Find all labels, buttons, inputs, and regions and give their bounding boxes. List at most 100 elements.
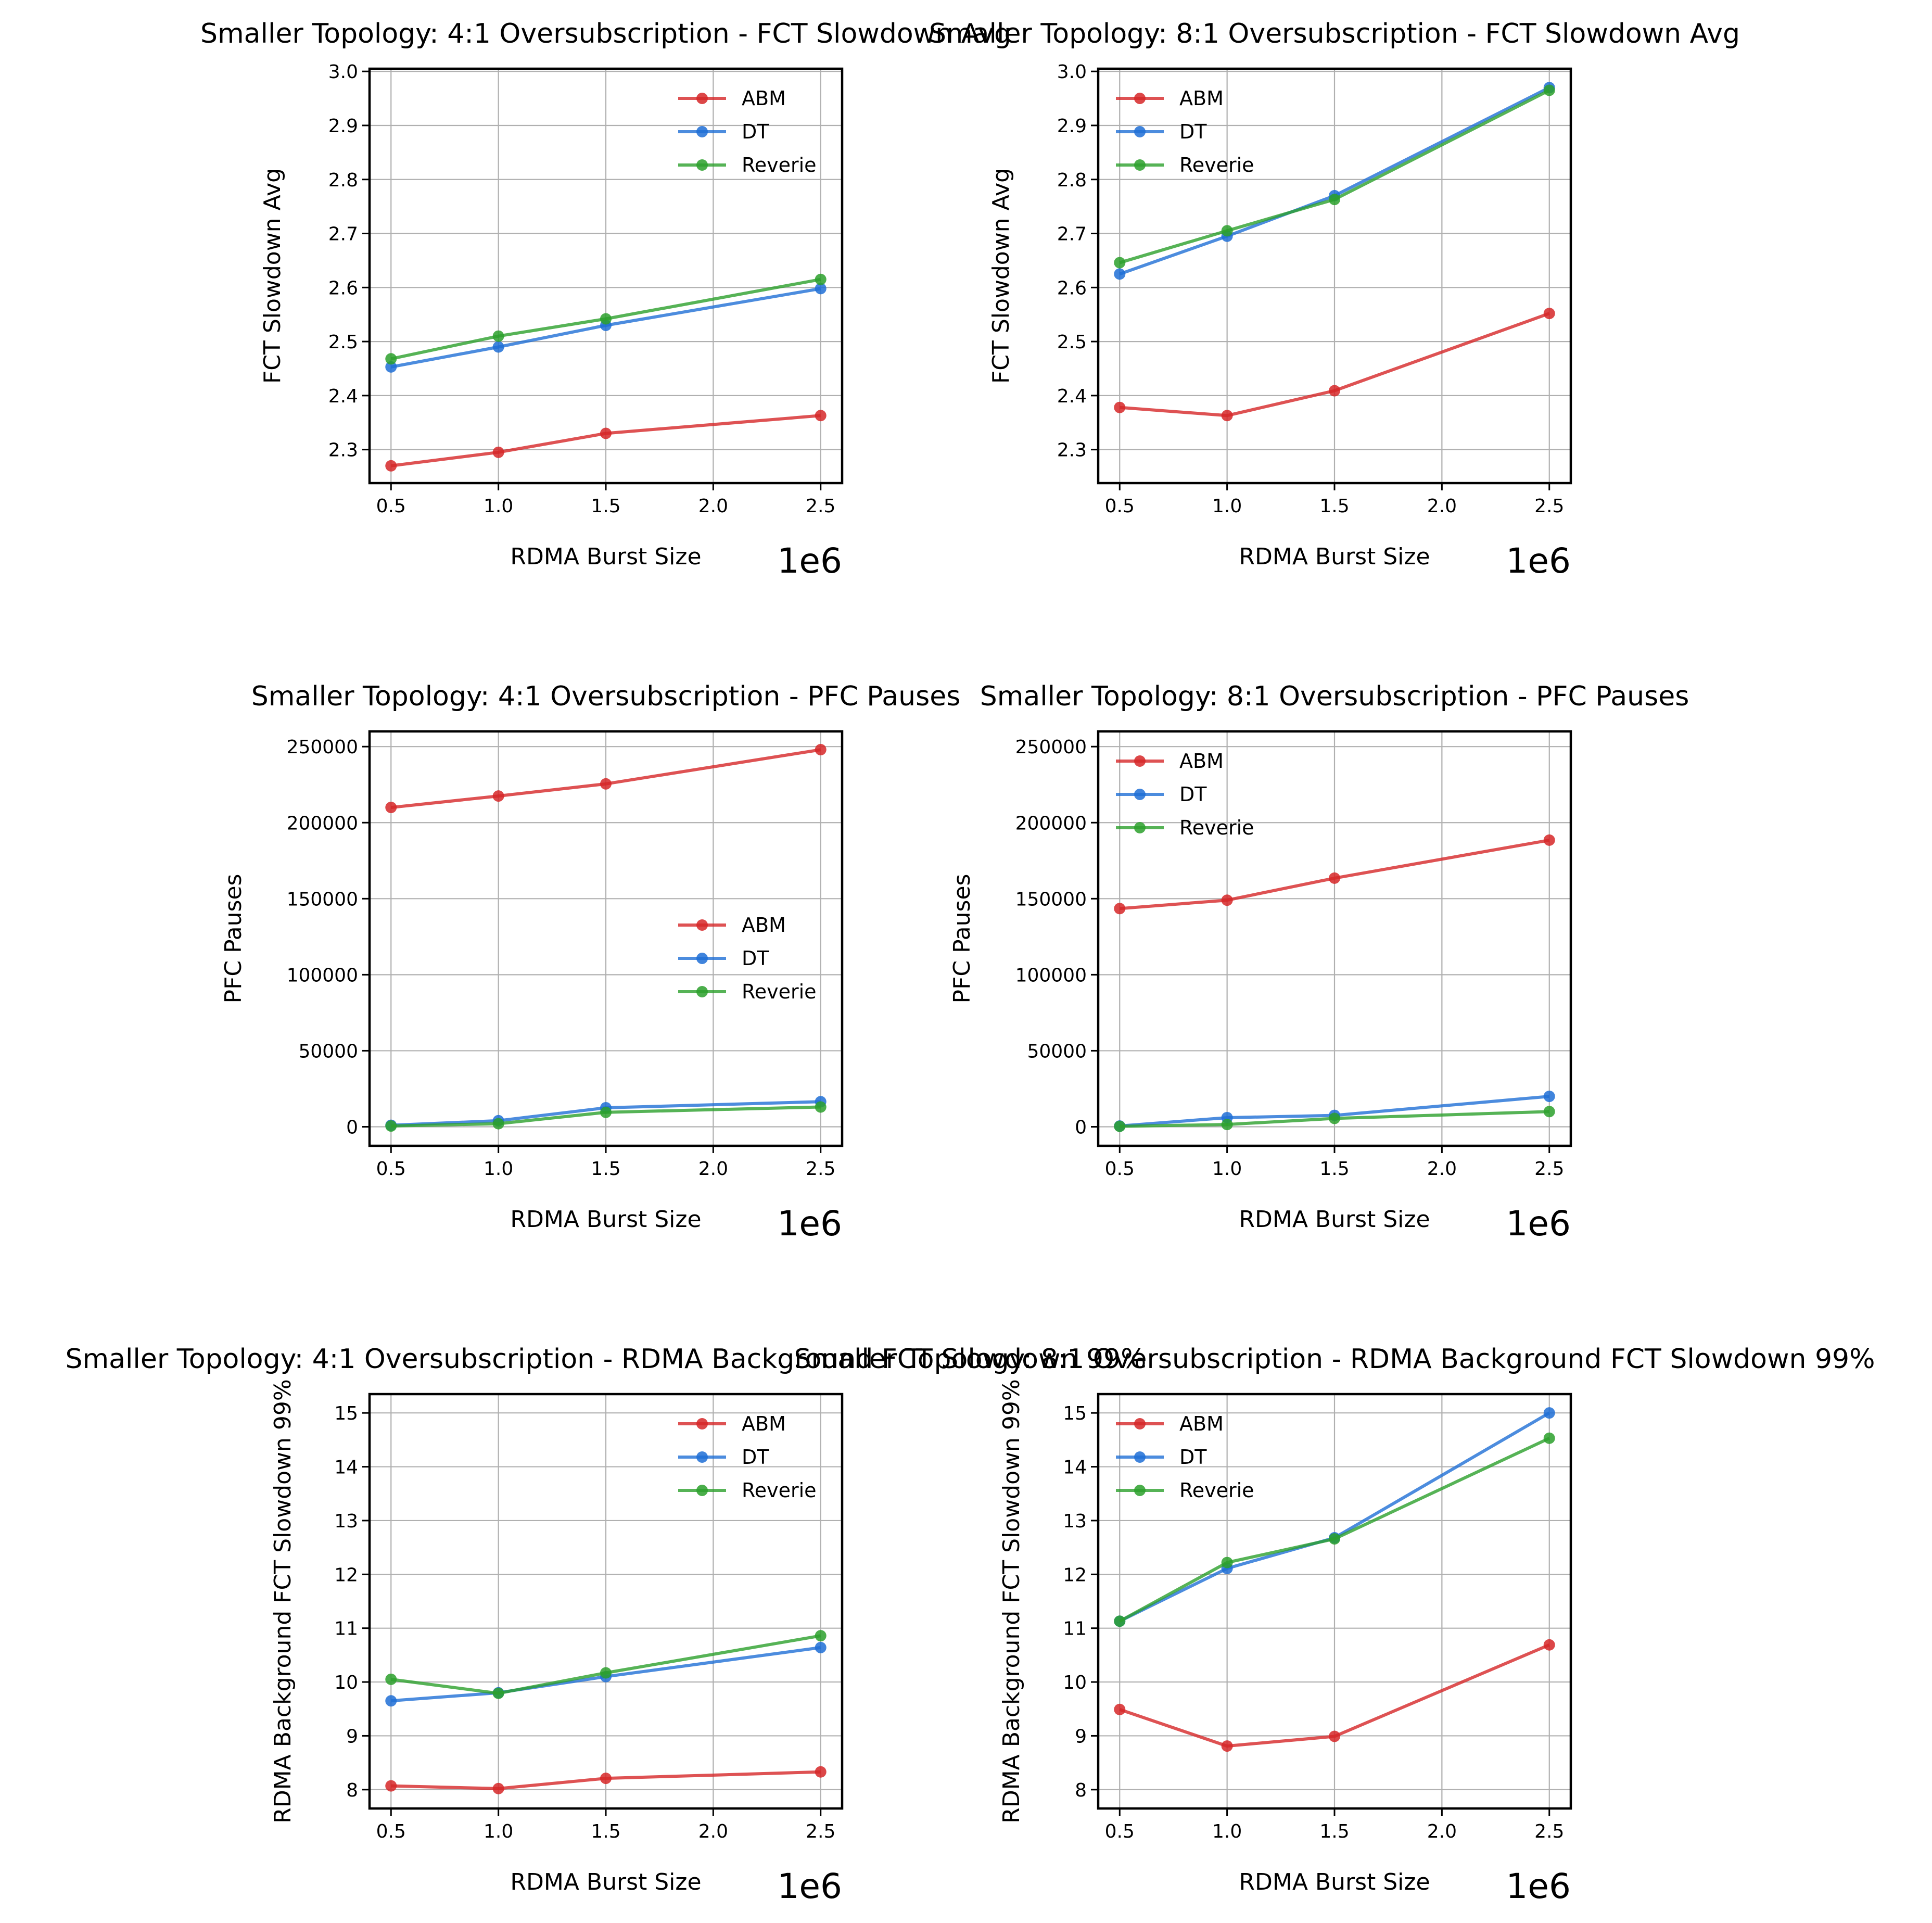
x-axis-label: RDMA Burst Size (1239, 543, 1430, 570)
data-point (600, 1773, 612, 1785)
series-line-abm (391, 1770, 821, 1790)
y-tick-label: 2.9 (1057, 116, 1087, 137)
x-tick-label: 1.5 (1319, 1821, 1349, 1842)
legend-marker (696, 953, 708, 964)
data-point (492, 790, 504, 802)
data-point (1329, 1533, 1340, 1545)
chart-panel-5: 0.5 1.0 1.5 2.0 2.5 8 9 10 11 12 13 14 15 1e6 RDMA Bur… (65, 1344, 1146, 1906)
y-tick-label: 200000 (287, 813, 358, 834)
x-tick-label: 2.0 (1427, 1158, 1457, 1180)
legend-label: DT (1179, 783, 1207, 806)
series-line-abm (390, 414, 821, 467)
y-tick-label: 12 (1063, 1564, 1087, 1586)
chart-title: Smaller Topology: 8:1 Oversubscription -… (794, 1344, 1875, 1375)
y-axis-label: PFC Pauses (220, 874, 247, 1004)
legend-marker (696, 986, 708, 997)
data-point (815, 283, 827, 295)
data-point (1543, 1639, 1555, 1651)
y-tick-label: 13 (1063, 1511, 1087, 1532)
legend-item-abm: ABM (678, 87, 786, 110)
grid (1098, 731, 1571, 1146)
x-tick-label: 2.0 (1427, 1821, 1457, 1842)
chart-panel-1: 0.5 1.0 1.5 2.0 2.5 2.3 2.4 2.5 2.6 2.7 2.8 2.9 3.0 1… (200, 18, 1011, 581)
x-tick-label: 2.5 (1534, 496, 1564, 517)
data-point (385, 1780, 397, 1792)
legend-item-abm: ABM (678, 1412, 786, 1435)
chart-title: Smaller Topology: 4:1 Oversubscription -… (200, 18, 1011, 49)
x-tick-label: 1.0 (484, 1821, 513, 1842)
x-tick-label: 2.5 (806, 496, 835, 517)
x-axis-label: RDMA Burst Size (510, 543, 701, 570)
x-tick-label: 1.5 (591, 1158, 620, 1180)
grid (370, 1394, 842, 1808)
legend-label: Reverie (1179, 154, 1254, 176)
data-point (600, 313, 612, 325)
x-tick-label: 1.0 (484, 1158, 513, 1180)
legend-item-dt: DT (1116, 120, 1207, 143)
data-point (385, 802, 397, 814)
y-tick-label: 2.7 (328, 224, 358, 245)
data-point (1329, 872, 1340, 884)
series-line-reverie (1118, 1437, 1550, 1623)
series-reverie (1114, 1106, 1555, 1132)
series-line-reverie (391, 1105, 821, 1128)
y-tick-label: 13 (334, 1511, 358, 1532)
y-tick-label: 50000 (298, 1041, 358, 1062)
data-point (385, 353, 397, 365)
legend-item-dt: DT (1116, 1446, 1207, 1469)
legend: ABM DT Reverie (1116, 750, 1254, 839)
y-tick-label: 3.0 (328, 61, 358, 83)
x-tick-label: 2.0 (698, 496, 728, 517)
y-tick-label: 0 (1075, 1117, 1087, 1138)
legend-label: Reverie (742, 980, 817, 1003)
y-tick-label: 2.4 (328, 386, 358, 407)
series-line-dt (1118, 1411, 1550, 1623)
legend-label: ABM (1179, 750, 1224, 773)
data-point (492, 341, 504, 353)
series-line-abm (1119, 1643, 1550, 1748)
grid (1098, 69, 1571, 483)
legend-marker (696, 1451, 708, 1463)
y-tick-label: 2.3 (1057, 440, 1087, 461)
y-axis-label: RDMA Background FCT Slowdown 99% (270, 1379, 296, 1823)
y-axis-label: PFC Pauses (949, 874, 975, 1004)
x-tick-label: 1.0 (1212, 496, 1242, 517)
series-reverie (385, 1101, 827, 1132)
y-tick-label: 2.4 (1057, 386, 1087, 407)
data-point (1114, 268, 1126, 280)
legend-marker (696, 919, 708, 931)
y-tick-label: 2.3 (328, 440, 358, 461)
legend-item-reverie: Reverie (1116, 154, 1254, 176)
x-tick-label: 1.0 (1212, 1821, 1242, 1842)
data-point (1221, 1119, 1233, 1131)
legend-label: ABM (742, 914, 786, 937)
data-point (1543, 84, 1555, 96)
data-point (600, 427, 612, 439)
data-point (1543, 834, 1555, 846)
data-point (1221, 1557, 1233, 1568)
x-tick-label: 1.0 (1212, 1158, 1242, 1180)
data-point (815, 410, 827, 422)
x-tick-label: 2.0 (698, 1821, 728, 1842)
legend-marker (1134, 159, 1146, 171)
chart-title: Smaller Topology: 8:1 Oversubscription -… (929, 18, 1740, 49)
series-line-reverie (390, 277, 821, 361)
legend-marker (696, 159, 708, 171)
chart-panel-2: 0.5 1.0 1.5 2.0 2.5 2.3 2.4 2.5 2.6 2.7 2.8 2.9 3.0 1… (929, 18, 1740, 581)
x-offset-label: 1e6 (777, 541, 842, 581)
legend-marker (1134, 755, 1146, 767)
x-tick-label: 2.5 (806, 1158, 835, 1180)
y-tick-label: 11 (334, 1618, 358, 1640)
y-tick-label: 150000 (287, 889, 358, 910)
legend-marker (1134, 1485, 1146, 1496)
legend-item-dt: DT (678, 1446, 769, 1469)
x-tick-label: 0.5 (1105, 496, 1135, 517)
x-axis-label: RDMA Burst Size (1239, 1206, 1430, 1233)
data-point (600, 1667, 612, 1679)
series-line-reverie (1119, 88, 1550, 264)
data-point (385, 460, 397, 472)
legend-label: Reverie (1179, 1479, 1254, 1502)
data-point (815, 744, 827, 756)
data-point (1329, 1112, 1340, 1124)
series-abm (1114, 834, 1555, 915)
